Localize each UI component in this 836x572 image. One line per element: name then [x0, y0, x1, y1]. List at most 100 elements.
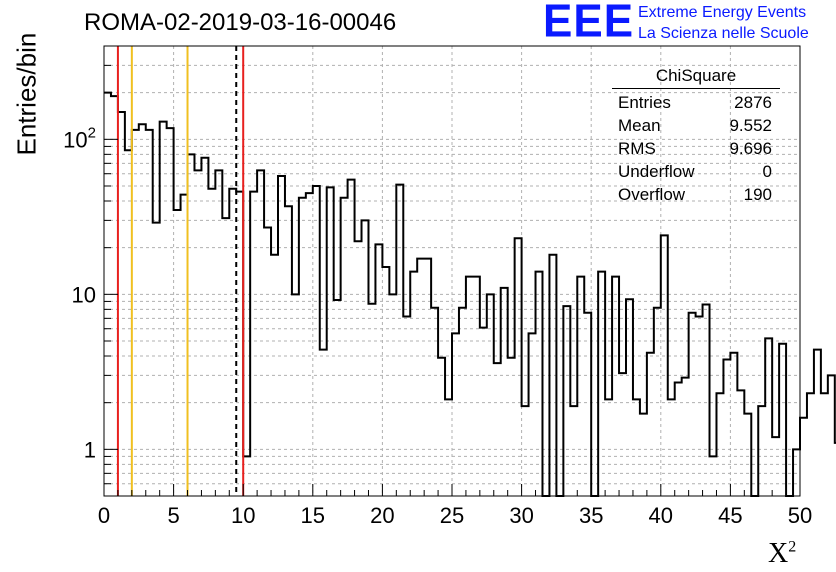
run-title: ROMA-02-2019-03-16-00046	[84, 9, 397, 36]
x-tick-label: 25	[440, 503, 464, 528]
histogram-bin	[737, 390, 744, 496]
histogram-bin	[153, 223, 160, 496]
histogram-bin	[529, 333, 536, 496]
histogram-bin	[424, 259, 431, 496]
stats-box: ChiSquare Entries 2876 Mean 9.552 RMS 9.…	[612, 66, 780, 206]
histogram-bin	[730, 353, 737, 496]
histogram-bin	[612, 277, 619, 496]
histogram-bin	[758, 406, 765, 496]
histogram-bin	[292, 294, 299, 496]
histogram-bin	[146, 130, 153, 496]
histogram-bin	[744, 414, 751, 496]
histogram-bin	[139, 124, 146, 496]
histogram-bin	[271, 255, 278, 496]
histogram-bin	[125, 150, 132, 496]
histogram-bin	[828, 375, 835, 496]
histogram-bin	[765, 338, 772, 496]
histogram-bin	[549, 255, 556, 496]
histogram-bin	[299, 198, 306, 496]
histogram-bin	[487, 294, 494, 496]
histogram-bin	[480, 328, 487, 496]
histogram-bin	[327, 187, 334, 496]
histogram-bin	[389, 294, 396, 496]
histogram-bin	[536, 272, 543, 496]
histogram-bin	[723, 359, 730, 496]
histogram-bin	[285, 206, 292, 496]
histogram-bin	[779, 344, 786, 496]
eee-logo: EEE	[543, 0, 635, 48]
histogram-bin	[508, 358, 515, 496]
histogram-bin	[800, 418, 807, 496]
histogram-bin	[647, 353, 654, 496]
histogram-bin	[396, 185, 403, 496]
x-tick-label: 10	[231, 503, 255, 528]
x-tick-label: 20	[370, 503, 394, 528]
histogram-bin	[605, 399, 612, 496]
stats-value: 2876	[734, 93, 772, 112]
stats-label: RMS	[618, 139, 656, 158]
histogram-bin	[181, 195, 188, 496]
histogram-bin	[640, 414, 647, 496]
histogram-bin	[410, 272, 417, 496]
histogram-bin	[793, 449, 800, 496]
stats-label: Overflow	[618, 185, 686, 204]
histogram-bin	[355, 241, 362, 496]
x-tick-label: 45	[718, 503, 742, 528]
logo-line-1: Extreme Energy Events	[638, 4, 807, 21]
stats-row-underflow: Underflow 0	[612, 160, 780, 183]
histogram-bin	[473, 277, 480, 496]
histogram-bin	[501, 288, 508, 496]
x-tick-label: 5	[167, 503, 179, 528]
histogram-bin	[194, 170, 201, 496]
histogram-bin	[375, 244, 382, 496]
histogram-bin	[570, 406, 577, 496]
histogram-bin	[494, 363, 501, 496]
histogram-bin	[710, 456, 717, 496]
histogram-bin	[619, 373, 626, 496]
histogram-bin	[772, 437, 779, 496]
histogram-bin	[320, 350, 327, 496]
y-tick-label: 1	[84, 437, 96, 462]
x-tick-label: 40	[649, 503, 673, 528]
histogram-bin	[306, 193, 313, 496]
histogram-bin	[598, 272, 605, 496]
histogram-bin	[716, 393, 723, 496]
histogram-bin	[167, 128, 174, 496]
histogram-bin	[522, 406, 529, 496]
histogram-bin	[431, 308, 438, 496]
histogram-bin	[348, 180, 355, 496]
histogram-bin	[111, 96, 118, 496]
x-tick-label: 15	[301, 503, 325, 528]
stats-label: Entries	[618, 93, 671, 112]
histogram-bin	[250, 192, 257, 496]
x-tick-label: 0	[98, 503, 110, 528]
histogram-bin	[633, 399, 640, 496]
histogram-bin	[160, 122, 167, 496]
stats-title: ChiSquare	[612, 66, 780, 89]
histogram-bin	[368, 304, 375, 496]
histogram-bin	[814, 350, 821, 496]
histogram-bin	[626, 299, 633, 496]
histogram-bin	[188, 154, 195, 496]
histogram-bin	[278, 176, 285, 496]
histogram-bin	[236, 192, 243, 496]
histogram-bin	[682, 378, 689, 496]
histogram-series	[104, 91, 836, 497]
histogram-bin	[417, 259, 424, 496]
stats-value: 0	[762, 162, 772, 181]
stats-value: 9.552	[729, 116, 772, 135]
logo-line-2: La Scienza nelle Scuole	[638, 25, 809, 42]
histogram-bin	[229, 189, 236, 496]
x-axis-label: X2	[768, 538, 797, 569]
y-tick-label: 102	[63, 124, 96, 152]
histogram-bin	[661, 235, 668, 496]
stats-row-entries: Entries 2876	[612, 91, 780, 114]
histogram-bin	[208, 189, 215, 496]
stats-value: 9.696	[729, 139, 772, 158]
histogram-bin	[668, 399, 675, 496]
histogram-bin	[264, 227, 271, 496]
histogram-bin	[696, 316, 703, 496]
histogram-bin	[438, 358, 445, 496]
histogram-bin	[452, 333, 459, 496]
